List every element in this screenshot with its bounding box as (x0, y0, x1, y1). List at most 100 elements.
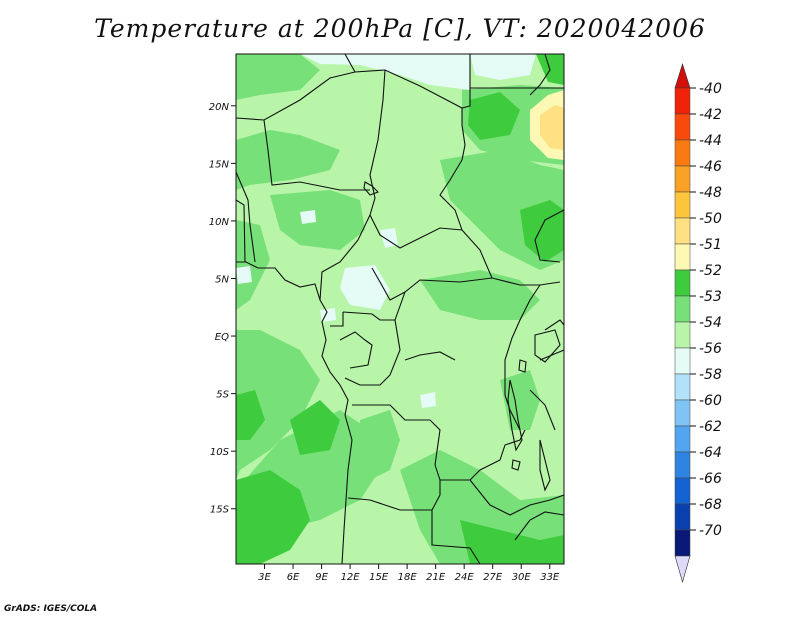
border-zimbabwe (469, 479, 564, 516)
field-patch (236, 470, 310, 564)
field-patch (460, 520, 564, 564)
colorbar-label: -50 (699, 211, 722, 227)
lake-chad (363, 181, 379, 196)
field-patch (540, 105, 564, 150)
colorbar-label: -64 (699, 445, 722, 461)
border-chad-niger (369, 69, 386, 216)
lon-tick-label: 12E (341, 572, 361, 583)
colorbar-label: -66 (699, 471, 722, 487)
map-frame (235, 53, 565, 565)
colorbar-swatch (674, 425, 691, 453)
field-patch (236, 130, 340, 190)
country-borders (236, 54, 564, 564)
field-patch (300, 54, 470, 90)
lon-tick-label: 24E (455, 572, 475, 583)
colorbar-label: -62 (699, 419, 722, 435)
colorbar-swatch (674, 347, 691, 375)
border-cameroon-car (319, 214, 371, 301)
colorbar-swatch (674, 269, 691, 297)
chart-title: Temperature at 200hPa [C], VT: 202004200… (94, 14, 706, 43)
lon-tick-label: 30E (512, 572, 532, 583)
lon-tick-label: 6E (287, 572, 300, 583)
lat-tick-label: 5S (216, 390, 229, 401)
border-gabon (339, 331, 373, 369)
colorbar-swatch (674, 191, 691, 219)
lon-tick-label: 33E (540, 572, 560, 583)
colorbar-swatch (674, 243, 691, 271)
colorbar-label: -53 (699, 289, 722, 305)
border-angola-namibia (347, 480, 441, 511)
longitude-ticks: 3E 6E 9E 12E 15E 18E 21E 24E 27E 30E 33E (258, 564, 560, 583)
lat-tick-label: 20N (209, 102, 230, 113)
field-patch (236, 54, 320, 100)
colorbar-top-arrow (674, 62, 691, 89)
field-patch (380, 228, 398, 248)
border-niger-nigeria (263, 119, 370, 191)
field-patch (470, 54, 536, 80)
colorbar-swatch (674, 399, 691, 427)
field-patch (320, 308, 336, 322)
colorbar-swatch (674, 373, 691, 401)
colorbar-swatch (674, 477, 691, 505)
border-mozambique (514, 511, 564, 541)
colorbar-swatch (674, 503, 691, 531)
border-benin (236, 199, 246, 263)
lake-tanganyika (507, 379, 523, 452)
colorbar-swatch (674, 139, 691, 167)
colorbar-swatch (674, 113, 691, 141)
colorbar-label: -54 (699, 315, 722, 331)
colorbar-label: -46 (699, 159, 722, 175)
colorbar-swatch (674, 295, 691, 323)
field-patch (340, 265, 390, 310)
field-patch (290, 400, 340, 455)
colorbar-label: -58 (699, 367, 722, 383)
colorbar-label: -52 (699, 263, 722, 279)
lake-mweru (511, 459, 521, 471)
colorbar-label: -42 (699, 107, 722, 123)
lon-tick-label: 18E (398, 572, 418, 583)
border-nigeria-west (236, 171, 256, 263)
lon-tick-label: 9E (315, 572, 328, 583)
lake-malawi (539, 439, 551, 492)
border-ethiopia (534, 209, 564, 263)
field-patch (468, 92, 520, 140)
colorbar-label: -60 (699, 393, 722, 409)
lon-tick-label: 3E (258, 572, 271, 583)
border-zambia-east (469, 429, 526, 481)
colorbar-swatch (674, 87, 691, 115)
colorbar-bottom-arrow (674, 555, 691, 584)
colorbar-swatch (674, 451, 691, 479)
river-congo (404, 351, 456, 361)
colorbar-label: -48 (699, 185, 722, 201)
lake-victoria (534, 329, 561, 363)
field-patch (236, 266, 252, 284)
colorbar: -40 -42 -44 -46 -48 -50 -51 -52 -53 -54 -56 -58 -60 -… (674, 62, 722, 584)
border-north-rise (344, 54, 356, 73)
border-congo-drc (344, 319, 401, 386)
border-nile (529, 54, 551, 96)
lon-tick-label: 15E (369, 572, 389, 583)
field-patch (300, 210, 316, 224)
colorbar-label: -40 (699, 81, 722, 97)
lat-tick-label: 15N (209, 159, 230, 170)
lake-kivu (518, 359, 527, 373)
border-libya-egypt (461, 54, 471, 109)
colorbar-label: -56 (699, 341, 722, 357)
border-chad-sudan (439, 159, 463, 231)
border-car-south (371, 267, 561, 301)
lon-tick-label: 21E (426, 572, 446, 583)
coastline-west (236, 261, 353, 564)
colorbar-swatch (674, 321, 691, 349)
field-patch (358, 410, 400, 480)
lat-tick-label: 5N (215, 274, 229, 285)
field-patch (420, 392, 436, 408)
lat-tick-label: 15S (210, 505, 230, 516)
border-car-north (369, 214, 493, 279)
latitude-ticks: 20N 15N 10N 5N EQ 5S 10S 15S (209, 102, 236, 516)
colorbar-label: -51 (699, 237, 722, 253)
colorbar-swatch (674, 165, 691, 193)
lat-tick-label: EQ (215, 332, 229, 343)
border-cameroon-congo (330, 291, 406, 327)
border-namibia-botswana (431, 510, 481, 564)
